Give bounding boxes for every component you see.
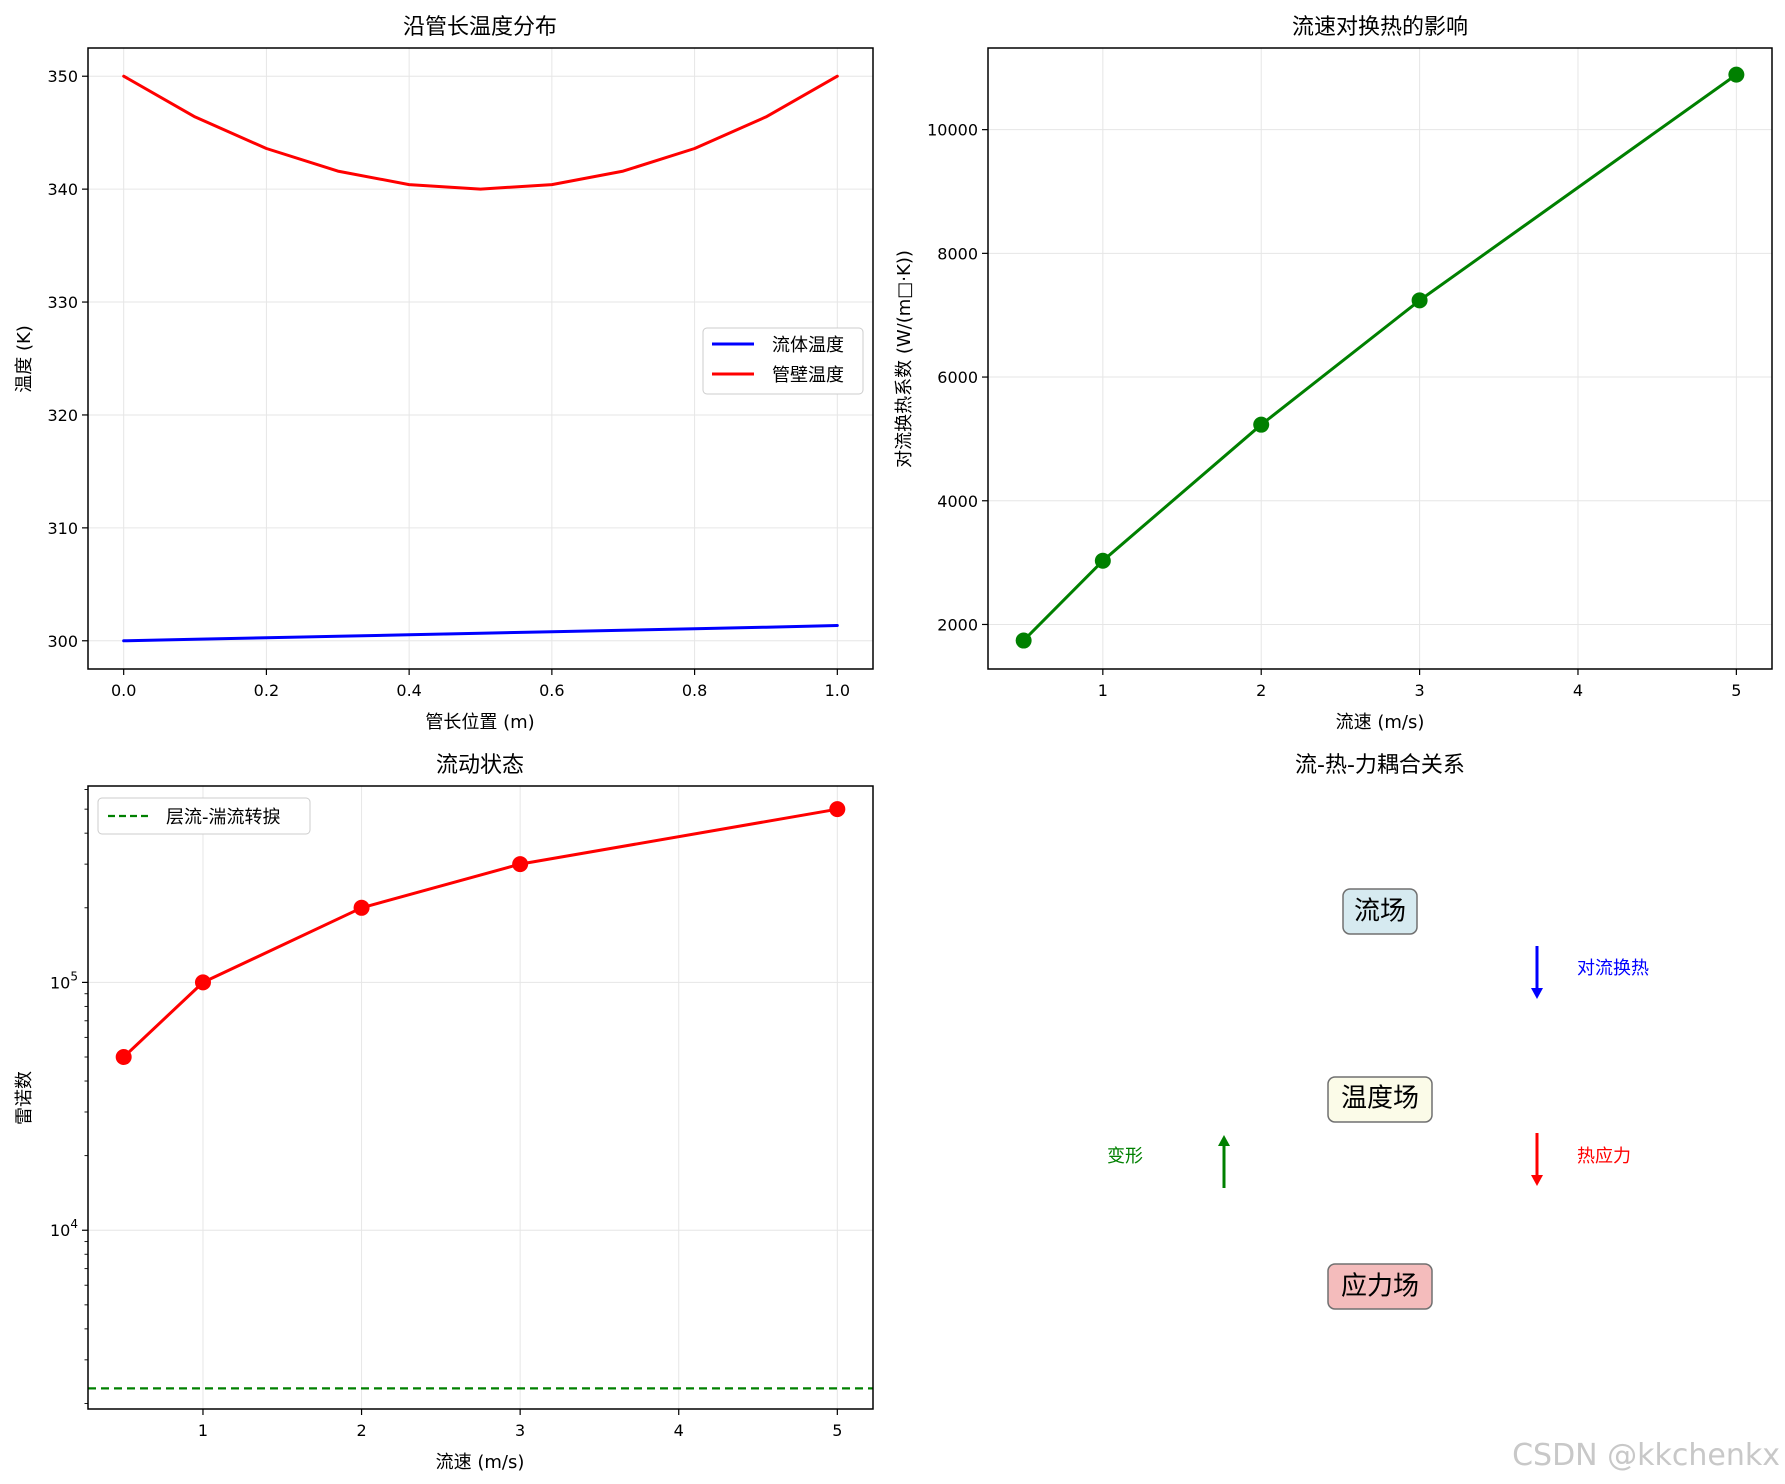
y-axis-label: 对流换热系数 (W/(m□·K)) — [894, 250, 915, 468]
stress-field-box: 应力场 — [1327, 1263, 1433, 1310]
legend-label-fluid: 流体温度 — [772, 335, 844, 356]
y-axis-label: 温度 (K) — [14, 325, 35, 393]
down-arrow-icon — [1531, 1175, 1543, 1186]
legend: 层流-湍流转捩 — [97, 797, 311, 835]
box-frame — [1327, 1263, 1433, 1310]
chart-title: 流动状态 — [436, 753, 524, 778]
x-tick-label: 0.0 — [111, 681, 136, 700]
data-point — [353, 899, 370, 916]
y-tick-label: 320 — [47, 406, 78, 425]
box-label: 温度场 — [1341, 1084, 1419, 1114]
watermark: CSDN @kkchenkx — [1512, 1438, 1780, 1473]
chart-title: 沿管长温度分布 — [403, 15, 557, 40]
box-label: 应力场 — [1341, 1272, 1419, 1302]
thermal-stress-arrow: 热应力 — [1531, 1133, 1631, 1186]
plot-frame — [87, 785, 874, 1410]
box-label: 流场 — [1354, 897, 1406, 927]
x-tick-label: 0.8 — [682, 681, 707, 700]
flow-regime-chart: 流动状态 1 2 3 4 5 104 105 流速 (m/s) 雷诺数 层流-湍流转捩 — [14, 753, 874, 1473]
x-tick-label: 0.6 — [539, 681, 564, 700]
convection-arrow: 对流换热 — [1531, 946, 1649, 999]
down-arrow-icon — [1531, 988, 1543, 999]
x-tick-label: 0.2 — [254, 681, 279, 700]
y-tick-label: 8000 — [937, 244, 978, 263]
y-tick-label: 330 — [47, 293, 78, 312]
data-point — [1728, 66, 1745, 83]
data-point — [1094, 552, 1111, 569]
x-tick-label: 4 — [1573, 681, 1583, 700]
y-tick-label: 10000 — [927, 121, 978, 140]
legend-label-wall: 管壁温度 — [772, 365, 844, 386]
diagram-title: 流-热-力耦合关系 — [1295, 753, 1465, 778]
legend-box — [97, 797, 311, 835]
x-tick-label: 1 — [198, 1421, 208, 1440]
x-tick-label: 1.0 — [825, 681, 850, 700]
y-tick-label: 340 — [47, 180, 78, 199]
data-point — [194, 974, 211, 991]
plot-frame — [987, 47, 1773, 670]
arrow-label: 热应力 — [1577, 1146, 1631, 1167]
flow-field-box: 流场 — [1342, 888, 1418, 935]
series-line-1 — [122, 807, 839, 1059]
data-point — [1253, 416, 1270, 433]
series-line-1 — [122, 624, 839, 643]
x-axis-label: 管长位置 (m) — [425, 712, 534, 733]
arrow-label: 对流换热 — [1577, 958, 1649, 979]
y-tick-label: 350 — [47, 67, 78, 86]
series-line-2 — [122, 74, 839, 191]
y-tick-label: 2000 — [937, 615, 978, 634]
x-tick-label: 3 — [515, 1421, 525, 1440]
chart-title: 流速对换热的影响 — [1292, 15, 1468, 40]
y-tick-label: 4000 — [937, 492, 978, 511]
y-tick-label: 105 — [50, 969, 78, 992]
x-tick-label: 1 — [1098, 681, 1108, 700]
deformation-arrow: 变形 — [1107, 1135, 1230, 1188]
plot-frame — [87, 47, 874, 670]
temperature-distribution-chart: 沿管长温度分布 0.0 0.2 0.4 0.6 0.8 1.0 300 310 320 330 34… — [14, 15, 874, 733]
data-point — [512, 856, 529, 873]
heat-transfer-chart: 流速对换热的影响 1 2 3 4 5 2000 4000 6000 8000 10000 流速 (… — [894, 15, 1773, 733]
series-line-1 — [1022, 73, 1738, 642]
y-tick-label: 300 — [47, 632, 78, 651]
y-tick-label: 104 — [50, 1217, 78, 1240]
temperature-field-box: 温度场 — [1327, 1076, 1433, 1123]
y-tick-label: 6000 — [937, 368, 978, 387]
coupling-diagram: 流-热-力耦合关系 流场 温度场 应力场 对流换热 热应力 变形 — [1107, 753, 1649, 1310]
box-frame — [1342, 888, 1418, 935]
data-point — [1411, 292, 1428, 309]
x-axis-label: 流速 (m/s) — [436, 1452, 525, 1473]
x-tick-label: 2 — [356, 1421, 366, 1440]
data-point — [829, 801, 846, 818]
x-tick-label: 3 — [1415, 681, 1425, 700]
x-tick-label: 0.4 — [396, 681, 421, 700]
legend: 流体温度 管壁温度 — [702, 327, 864, 395]
x-tick-label: 5 — [1731, 681, 1741, 700]
y-axis-label: 雷诺数 — [14, 1071, 35, 1125]
x-tick-label: 2 — [1256, 681, 1266, 700]
arrow-label: 变形 — [1107, 1146, 1143, 1167]
x-axis-label: 流速 (m/s) — [1336, 712, 1425, 733]
box-frame — [1327, 1076, 1433, 1123]
x-tick-label: 4 — [674, 1421, 684, 1440]
up-arrow-icon — [1218, 1135, 1230, 1146]
y-tick-label: 310 — [47, 519, 78, 538]
data-point — [115, 1049, 132, 1066]
legend-label-transition: 层流-湍流转捩 — [166, 807, 281, 828]
x-tick-label: 5 — [832, 1421, 842, 1440]
data-point — [1015, 632, 1032, 649]
